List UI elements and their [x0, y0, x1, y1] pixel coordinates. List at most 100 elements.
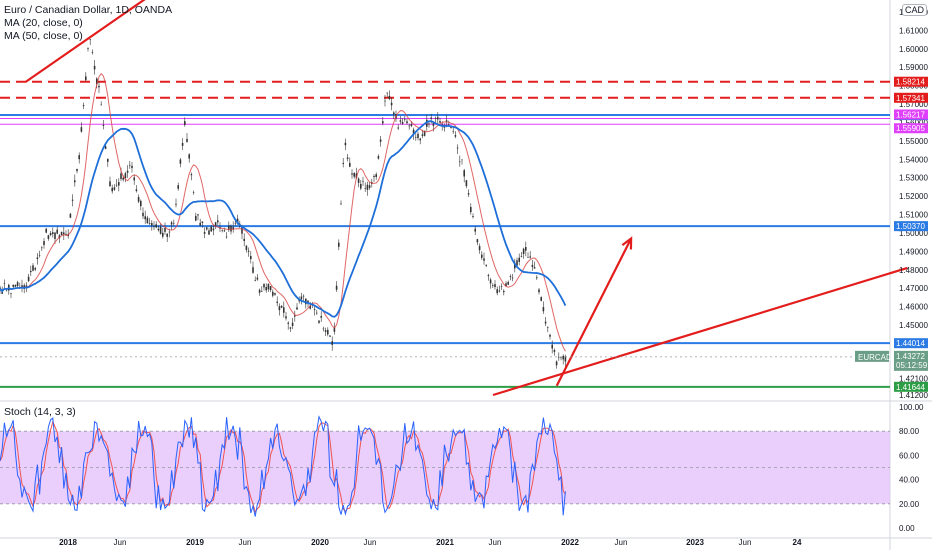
- candle-body: [525, 247, 527, 251]
- candle-body: [34, 268, 36, 270]
- candle-body: [489, 279, 492, 284]
- candle-body: [384, 100, 386, 102]
- candle-body: [494, 284, 496, 288]
- candle-body: [203, 231, 206, 234]
- candle-body: [397, 127, 399, 129]
- price-tick-label: 1.42100: [899, 374, 928, 383]
- candle-body: [423, 130, 426, 136]
- candle-body: [175, 203, 177, 205]
- candle-body: [324, 330, 327, 332]
- horizontal-levels[interactable]: [0, 80, 890, 388]
- candle-body: [234, 222, 237, 224]
- stoch-label[interactable]: Stoch (14, 3, 3): [4, 406, 76, 418]
- candle-body: [41, 247, 43, 249]
- candle-body: [283, 307, 285, 313]
- price-badges: 1.582141.573411.564031.562171.559051.503…: [0, 76, 928, 392]
- price-axis[interactable]: 1.620001.610001.600001.590001.580001.570…: [899, 8, 928, 533]
- level-badge: [894, 221, 928, 232]
- time-tick-label: Jun: [615, 538, 628, 547]
- candle-body: [276, 301, 278, 303]
- candle-body: [129, 164, 131, 166]
- candle-body: [80, 127, 83, 132]
- time-tick-label: Jun: [739, 538, 752, 547]
- candle-body: [137, 197, 140, 202]
- candle-body: [69, 213, 72, 218]
- candle-body: [329, 335, 331, 337]
- candle-body: [478, 246, 481, 251]
- candle-body: [197, 214, 199, 216]
- price-tick-label: 1.50000: [899, 229, 928, 238]
- candle-body: [434, 118, 437, 119]
- candle-body: [406, 121, 408, 124]
- ma20-label[interactable]: MA (20, close, 0): [4, 17, 83, 29]
- candle-body: [166, 233, 168, 237]
- candle-body: [100, 104, 102, 106]
- candle-body: [366, 184, 369, 190]
- candle-body: [511, 277, 514, 279]
- stoch-tick-label: 0.00: [899, 524, 915, 533]
- candle-body: [241, 227, 243, 234]
- candle-body: [474, 228, 476, 232]
- candle-body: [184, 121, 186, 125]
- candle-body: [432, 122, 435, 126]
- candle-body: [146, 217, 149, 224]
- candle-body: [485, 264, 487, 266]
- candle-body: [269, 286, 272, 291]
- time-tick-label: Jun: [239, 538, 252, 547]
- candle-body: [382, 121, 384, 124]
- candle-body: [93, 65, 96, 70]
- candle-body: [102, 124, 105, 126]
- countdown-badge: 05:12:59: [896, 361, 928, 370]
- candle-body: [228, 225, 230, 230]
- candle-body: [164, 227, 166, 232]
- main-pane-bg: [0, 0, 890, 400]
- candle-body: [318, 320, 320, 323]
- candle-body: [483, 258, 485, 261]
- ma20-line: [0, 72, 566, 352]
- candle-body: [74, 180, 76, 183]
- candle-body: [531, 264, 534, 267]
- candle-body: [107, 158, 109, 162]
- candle-body: [71, 199, 74, 201]
- candle-body: [507, 282, 509, 285]
- candle-body: [527, 256, 529, 258]
- candle-body: [399, 120, 402, 122]
- candle-body: [509, 276, 512, 277]
- arrow-head: [621, 236, 633, 250]
- candle-body: [542, 307, 545, 312]
- candle-body: [199, 222, 201, 226]
- candle-body: [415, 136, 417, 138]
- time-tick-label: 2018: [59, 538, 77, 547]
- price-tick-label: 1.57000: [899, 100, 928, 109]
- candle-body: [419, 138, 421, 141]
- candle-body: [500, 286, 503, 287]
- trendlines[interactable]: [24, 0, 908, 397]
- candle-body: [52, 232, 54, 235]
- candle-body: [296, 307, 298, 310]
- symbol-title[interactable]: Euro / Canadian Dollar, 1D, OANDA: [4, 4, 173, 16]
- candle-body: [236, 218, 239, 224]
- candle-body: [313, 309, 316, 311]
- candle-body: [56, 229, 58, 234]
- candle-body: [547, 327, 549, 329]
- candle-body: [549, 334, 551, 337]
- ma50-label[interactable]: MA (50, close, 0): [4, 30, 83, 42]
- time-tick-label: Jun: [114, 538, 127, 547]
- candle-body: [465, 180, 468, 187]
- candle-body: [91, 51, 94, 53]
- candle-body: [305, 298, 307, 305]
- candle-body: [16, 282, 19, 286]
- candle-body: [412, 129, 415, 134]
- currency-badge[interactable]: CAD: [902, 4, 928, 16]
- candle-body: [375, 174, 377, 178]
- candle-body: [377, 156, 380, 159]
- moving-averages: [0, 72, 567, 352]
- candle-body: [195, 215, 197, 221]
- time-axis[interactable]: 2018 Jun 2019 Jun 2020 Jun 2021 Jun 2022 Jun 2023 J…: [59, 538, 802, 547]
- candle-body: [353, 172, 355, 177]
- stoch-d-line: [0, 420, 566, 513]
- candle-body: [212, 228, 215, 231]
- candle-body: [309, 305, 311, 309]
- candle-body: [472, 216, 474, 217]
